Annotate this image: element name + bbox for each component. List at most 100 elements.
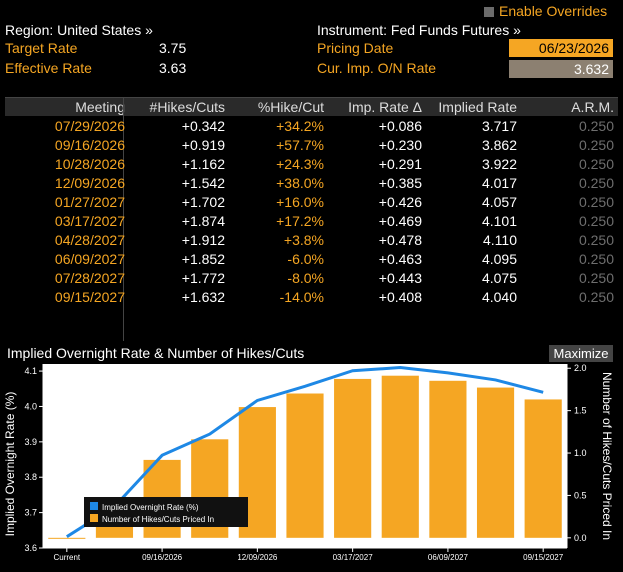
pct-hike-cut-value: +38.0% bbox=[276, 175, 324, 191]
y-right-tick-label: 1.5 bbox=[574, 406, 587, 416]
y-left-tick-label: 3.6 bbox=[24, 543, 37, 553]
col-header-meeting[interactable]: Meeting bbox=[75, 99, 125, 115]
instrument-selector[interactable]: Instrument: Fed Funds Futures » bbox=[317, 22, 521, 38]
col-header-arm[interactable]: A.R.M. bbox=[571, 99, 614, 115]
x-tick-label: Current bbox=[53, 553, 80, 562]
target-rate-label: Target Rate bbox=[5, 40, 78, 56]
table-row[interactable]: 03/17/2027 +1.874 +17.2% +0.469 4.101 0.250 bbox=[5, 212, 618, 231]
hikes-cuts-value: +0.342 bbox=[181, 118, 225, 134]
x-tick-label: 09/16/2026 bbox=[142, 553, 183, 562]
enable-overrides-checkbox[interactable]: Enable Overrides bbox=[484, 3, 607, 19]
imp-rate-delta-value: +0.086 bbox=[378, 118, 422, 134]
checkbox-icon[interactable] bbox=[484, 7, 494, 17]
meeting-date: 01/27/2027 bbox=[54, 194, 125, 210]
hikes-bar bbox=[524, 399, 562, 538]
table-row[interactable]: 06/09/2027 +1.852 -6.0% +0.463 4.095 0.250 bbox=[5, 250, 618, 269]
table-row[interactable]: 09/15/2027 +1.632 -14.0% +0.408 4.040 0.250 bbox=[5, 288, 618, 307]
table-row[interactable]: 04/28/2027 +1.912 +3.8% +0.478 4.110 0.250 bbox=[5, 231, 618, 250]
arm-value: 0.250 bbox=[578, 137, 614, 153]
y-right-tick-label: 1.0 bbox=[574, 448, 587, 458]
hikes-bar bbox=[476, 387, 515, 538]
target-rate-value: 3.75 bbox=[159, 40, 187, 56]
table-row[interactable]: 07/28/2027 +1.772 -8.0% +0.443 4.075 0.250 bbox=[5, 269, 618, 288]
table-row[interactable]: 01/27/2027 +1.702 +16.0% +0.426 4.057 0.250 bbox=[5, 193, 618, 212]
pricing-date-field[interactable]: 06/23/2026 bbox=[509, 39, 613, 57]
implied-rate-value: 4.057 bbox=[481, 194, 517, 210]
maximize-button[interactable]: Maximize bbox=[549, 345, 613, 362]
hikes-bar bbox=[286, 393, 324, 538]
hikes-cuts-value: +1.874 bbox=[181, 213, 225, 229]
legend-box bbox=[84, 497, 248, 527]
legend-swatch-bar bbox=[90, 514, 98, 522]
cur-imp-rate-field[interactable]: 3.632 bbox=[509, 60, 613, 78]
arm-value: 0.250 bbox=[578, 232, 614, 248]
x-tick-label: 03/17/2027 bbox=[333, 553, 374, 562]
col-header-pct-hike-cut[interactable]: %Hike/Cut bbox=[257, 99, 324, 115]
imp-rate-delta-value: +0.469 bbox=[378, 213, 422, 229]
table-row[interactable]: 12/09/2026 +1.542 +38.0% +0.385 4.017 0.250 bbox=[5, 174, 618, 193]
hikes-cuts-value: +1.912 bbox=[181, 232, 225, 248]
arm-value: 0.250 bbox=[578, 118, 614, 134]
table-row[interactable]: 07/29/2026 +0.342 +34.2% +0.086 3.717 0.250 bbox=[5, 117, 618, 136]
hikes-cuts-value: +1.542 bbox=[181, 175, 225, 191]
implied-rate-value: 4.017 bbox=[481, 175, 517, 191]
y-left-tick-label: 3.8 bbox=[24, 472, 37, 482]
col-header-imp-rate-delta[interactable]: Imp. Rate Δ bbox=[348, 99, 422, 115]
y-left-tick-label: 4.1 bbox=[24, 366, 37, 376]
hikes-cuts-value: +1.852 bbox=[181, 251, 225, 267]
meeting-date: 06/09/2027 bbox=[54, 251, 125, 267]
imp-rate-delta-value: +0.443 bbox=[378, 270, 422, 286]
region-selector[interactable]: Region: United States » bbox=[5, 22, 153, 38]
chart-legend: Implied Overnight Rate (%) Number of Hik… bbox=[84, 497, 248, 527]
pct-hike-cut-value: +17.2% bbox=[276, 213, 324, 229]
meeting-date: 12/09/2026 bbox=[54, 175, 125, 191]
pct-hike-cut-value: -14.0% bbox=[279, 289, 324, 305]
implied-rate-value: 3.717 bbox=[481, 118, 517, 134]
y-right-tick-label: 0.0 bbox=[574, 533, 587, 543]
pricing-date-label: Pricing Date bbox=[317, 40, 394, 56]
column-divider bbox=[123, 98, 124, 341]
col-header-hikes-cuts[interactable]: #Hikes/Cuts bbox=[149, 99, 225, 115]
hikes-bar bbox=[429, 380, 467, 538]
hikes-cuts-value: +1.162 bbox=[181, 156, 225, 172]
meeting-date: 07/29/2026 bbox=[54, 118, 125, 134]
effective-rate-value: 3.63 bbox=[159, 60, 187, 76]
arm-value: 0.250 bbox=[578, 194, 614, 210]
meetings-table: Meeting #Hikes/Cuts %Hike/Cut Imp. Rate … bbox=[5, 97, 618, 341]
hikes-bar bbox=[48, 537, 86, 539]
hikes-bar bbox=[381, 375, 419, 538]
legend-swatch-line bbox=[90, 502, 98, 510]
table-row[interactable]: 09/16/2026 +0.919 +57.7% +0.230 3.862 0.250 bbox=[5, 136, 618, 155]
meeting-date: 10/28/2026 bbox=[54, 156, 125, 172]
x-tick-label: 09/15/2027 bbox=[523, 553, 564, 562]
imp-rate-delta-value: +0.408 bbox=[378, 289, 422, 305]
hikes-cuts-value: +1.702 bbox=[181, 194, 225, 210]
cur-imp-rate-label: Cur. Imp. O/N Rate bbox=[317, 60, 437, 76]
y-axis-left-label: Implied Overnight Rate (%) bbox=[3, 392, 17, 537]
y-left-tick-label: 3.7 bbox=[24, 508, 37, 518]
pct-hike-cut-value: +3.8% bbox=[283, 232, 324, 248]
x-tick-label: 06/09/2027 bbox=[428, 553, 469, 562]
legend-label-line: Implied Overnight Rate (%) bbox=[102, 503, 199, 512]
enable-overrides-label: Enable Overrides bbox=[499, 3, 608, 19]
imp-rate-delta-value: +0.230 bbox=[378, 137, 422, 153]
arm-value: 0.250 bbox=[578, 251, 614, 267]
imp-rate-delta-value: +0.463 bbox=[378, 251, 422, 267]
imp-rate-delta-value: +0.291 bbox=[378, 156, 422, 172]
implied-rate-value: 3.922 bbox=[481, 156, 517, 172]
table-row[interactable]: 10/28/2026 +1.162 +24.3% +0.291 3.922 0.250 bbox=[5, 155, 618, 174]
implied-rate-value: 4.101 bbox=[481, 213, 517, 229]
y-left-tick-label: 4.0 bbox=[24, 401, 37, 411]
legend-label-bar: Number of Hikes/Cuts Priced In bbox=[102, 515, 214, 524]
pct-hike-cut-value: +57.7% bbox=[276, 137, 324, 153]
effective-rate-label: Effective Rate bbox=[5, 60, 92, 76]
hikes-bar bbox=[334, 378, 372, 538]
arm-value: 0.250 bbox=[578, 270, 614, 286]
arm-value: 0.250 bbox=[578, 156, 614, 172]
col-header-implied-rate[interactable]: Implied Rate bbox=[438, 99, 517, 115]
implied-rate-line bbox=[66, 366, 544, 538]
hikes-cuts-value: +1.772 bbox=[181, 270, 225, 286]
pct-hike-cut-value: +24.3% bbox=[276, 156, 324, 172]
arm-value: 0.250 bbox=[578, 175, 614, 191]
